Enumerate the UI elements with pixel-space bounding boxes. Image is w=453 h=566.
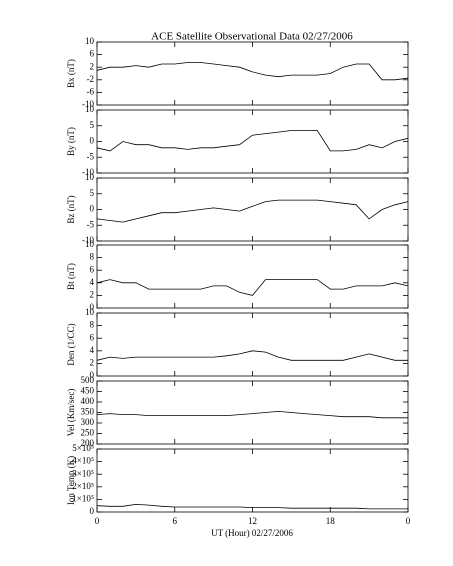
- y-tick-label: -10: [82, 167, 94, 177]
- y-tick-label: 400: [81, 396, 95, 406]
- y-tick-label: 5: [90, 188, 95, 198]
- x-tick-label: 12: [248, 516, 257, 526]
- x-axis-label: UT (Hour) 02/27/2006: [211, 528, 293, 538]
- panel-frame: [96, 109, 409, 174]
- y-axis-label: By (nT): [66, 127, 76, 156]
- y-tick-label: -10: [82, 235, 94, 245]
- panel-frame: [96, 41, 409, 106]
- x-tick-label: 0: [95, 516, 100, 526]
- y-tick-label: 5×10⁵: [72, 443, 94, 453]
- y-tick-label: 2: [90, 357, 95, 367]
- y-axis-label: Ion Temp (K): [66, 456, 76, 505]
- y-axis-label: Bt (nT): [66, 263, 76, 290]
- y-tick-label: 4: [90, 277, 95, 287]
- y-tick-label: 4: [90, 345, 95, 355]
- y-tick-label: 5: [90, 120, 95, 130]
- panel-frame: [96, 244, 409, 309]
- panel-frame: [96, 448, 409, 513]
- x-tick-label: 18: [326, 516, 336, 526]
- y-tick-label: 2: [90, 61, 95, 71]
- y-tick-label: 10: [85, 307, 95, 317]
- y-tick-label: 200: [81, 438, 95, 448]
- y-axis-label: Den (1/CC): [66, 323, 76, 365]
- y-tick-label: 500: [81, 375, 95, 385]
- data-line: [96, 199, 409, 223]
- panel-frame: [96, 177, 409, 242]
- y-tick-label: 3×10⁵: [72, 468, 94, 478]
- y-tick-label: 8: [90, 252, 95, 262]
- data-line: [96, 62, 409, 81]
- y-tick-label: 0: [90, 302, 95, 312]
- y-tick-label: 4×10⁵: [72, 456, 94, 466]
- y-tick-label: 250: [81, 428, 95, 438]
- data-line: [96, 410, 408, 419]
- x-tick-label: 0: [406, 516, 411, 526]
- panel-frame: [96, 312, 409, 377]
- y-tick-label: 2×10⁵: [72, 481, 94, 491]
- y-tick-label: 450: [81, 386, 95, 396]
- data-line: [96, 279, 409, 296]
- y-tick-label: -5: [87, 151, 95, 161]
- x-tick-label: 6: [173, 516, 178, 526]
- y-tick-label: -5: [87, 219, 95, 229]
- y-tick-label: -6: [87, 86, 95, 96]
- y-axis-label: Bz (nT): [66, 195, 76, 223]
- y-tick-label: 10: [85, 239, 95, 249]
- data-line: [96, 350, 408, 361]
- y-tick-label: 10: [85, 104, 95, 114]
- y-tick-label: 1×10⁵: [72, 493, 94, 503]
- y-tick-label: -2: [87, 74, 95, 84]
- y-tick-label: 0: [90, 204, 95, 214]
- panel-frame: [96, 380, 409, 445]
- chart-title: ACE Satellite Observational Data 02/27/2…: [151, 31, 353, 43]
- y-axis-label: Bx (nT): [66, 59, 76, 88]
- y-tick-label: 0: [90, 136, 95, 146]
- y-axis-label: Vel (Km/sec): [66, 389, 76, 437]
- data-line: [96, 503, 408, 510]
- y-tick-label: 0: [90, 370, 95, 380]
- y-tick-label: 10: [85, 36, 95, 46]
- y-tick-label: 6: [90, 49, 95, 59]
- y-tick-label: 2: [90, 289, 95, 299]
- y-tick-label: 6: [90, 332, 95, 342]
- y-tick-label: 0: [90, 506, 95, 516]
- y-tick-label: 8: [90, 320, 95, 330]
- y-tick-label: 300: [81, 417, 95, 427]
- y-tick-label: 350: [81, 407, 95, 417]
- data-line: [96, 130, 409, 152]
- y-tick-label: 10: [85, 172, 95, 182]
- y-tick-label: 6: [90, 264, 95, 274]
- y-tick-label: -10: [82, 99, 94, 109]
